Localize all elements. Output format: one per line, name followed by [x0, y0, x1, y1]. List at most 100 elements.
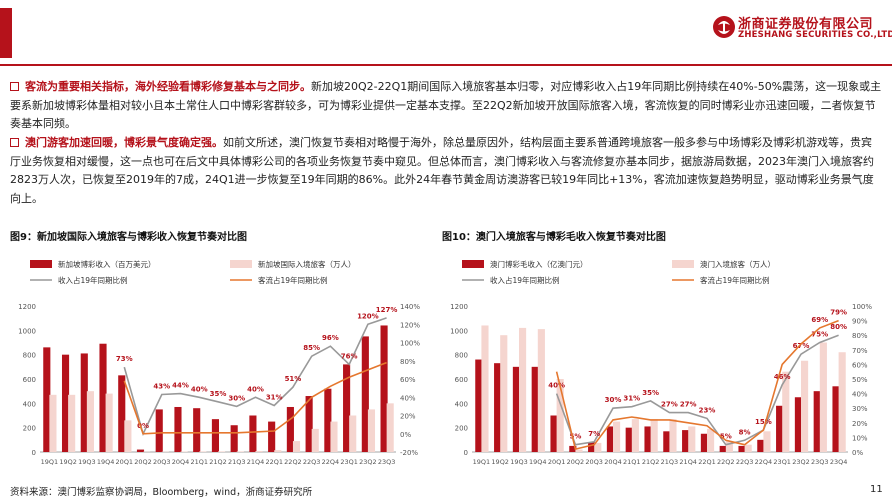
bar	[819, 342, 827, 452]
legend-swatch	[672, 260, 694, 268]
y-tick-left: 600	[23, 376, 36, 384]
x-tick: 19Q1	[41, 458, 59, 466]
bar	[707, 428, 715, 452]
x-tick: 19Q1	[473, 458, 491, 466]
x-tick: 21Q1	[623, 458, 641, 466]
series-line	[123, 317, 387, 437]
bar	[386, 403, 394, 452]
legend-label: 澳门入境旅客（万人）	[700, 259, 775, 269]
x-tick: 22Q3	[736, 458, 754, 466]
data-label: 7%	[588, 430, 600, 438]
data-label: 35%	[210, 390, 227, 398]
legend-label: 新加坡国际入境旅客（万人）	[258, 259, 356, 269]
y-tick-left: 800	[455, 352, 468, 360]
page-number: 11	[870, 484, 883, 495]
bar	[494, 363, 502, 452]
y-tick-right: 10%	[852, 434, 868, 442]
data-label: 8%	[739, 428, 751, 436]
data-label: 69%	[811, 316, 828, 324]
bar	[199, 451, 207, 452]
bar	[801, 360, 809, 452]
y-tick-left: 0	[464, 449, 468, 457]
y-tick-right: 40%	[852, 391, 868, 399]
bar	[118, 375, 126, 452]
bar	[700, 433, 708, 452]
legend-label: 客流占19年同期比例	[258, 275, 328, 285]
y-tick-left: 800	[23, 352, 36, 360]
y-tick-right: 20%	[852, 420, 868, 428]
data-label: 30%	[228, 394, 245, 402]
bar	[86, 391, 94, 452]
x-tick: 19Q2	[59, 458, 77, 466]
y-tick-right: 60%	[852, 361, 868, 369]
data-label: 40%	[548, 382, 565, 390]
x-tick: 23Q2	[792, 458, 810, 466]
y-tick-left: 200	[23, 425, 36, 433]
x-tick: 22Q1	[698, 458, 716, 466]
bullet-square-icon	[10, 138, 19, 147]
x-tick: 21Q4	[247, 458, 265, 466]
header-accent-block	[0, 8, 12, 58]
y-tick-left: 200	[455, 425, 468, 433]
company-name-en: ZHESHANG SECURITIES CO.,LTD	[738, 30, 892, 40]
bar	[682, 430, 690, 452]
y-tick-left: 400	[23, 400, 36, 408]
x-tick: 20Q1	[116, 458, 134, 466]
bar	[813, 391, 821, 452]
bar	[794, 397, 802, 452]
bar	[361, 336, 369, 452]
y-tick-left: 0	[32, 449, 36, 457]
series-line	[555, 319, 839, 451]
bar	[475, 359, 483, 452]
series-line	[123, 361, 387, 435]
data-label: 46%	[774, 373, 791, 381]
x-tick: 20Q2	[134, 458, 152, 466]
x-tick: 23Q3	[811, 458, 829, 466]
paragraph-1: 客流为重要相关指标，海外经验看博彩修复基本与之同步。新加坡20Q2-22Q1期间…	[10, 78, 882, 134]
paragraph-1-text: 新加坡20Q2-22Q1期间国际入境旅客基本归零，对应博彩收入占19年同期比例持…	[10, 80, 882, 130]
data-label: 31%	[623, 395, 640, 403]
bar	[268, 421, 276, 452]
data-label: 120%	[357, 312, 379, 320]
bar	[688, 426, 696, 452]
y-tick-right: 0%	[400, 431, 411, 439]
y-tick-right: 140%	[400, 303, 420, 311]
legend-swatch	[230, 260, 252, 268]
bar	[550, 415, 558, 452]
bar	[255, 451, 263, 452]
bar	[230, 425, 238, 452]
x-tick: 22Q2	[284, 458, 302, 466]
bar	[286, 406, 294, 452]
data-label: 31%	[266, 393, 283, 401]
y-tick-left: 1200	[18, 303, 36, 311]
x-tick: 23Q1	[340, 458, 358, 466]
data-label: 79%	[830, 309, 847, 317]
x-tick: 21Q4	[679, 458, 697, 466]
figure-10-title: 图10：澳门入境旅客与博彩毛收入恢复节奏对比图	[442, 232, 666, 243]
data-label: 96%	[322, 334, 339, 342]
bar	[49, 394, 57, 452]
bar	[644, 426, 652, 452]
x-tick: 20Q1	[548, 458, 566, 466]
y-tick-right: 100%	[400, 340, 420, 348]
data-label: 5%	[720, 433, 732, 441]
bar	[481, 325, 489, 452]
data-label: 76%	[341, 352, 358, 360]
x-tick: 22Q3	[303, 458, 321, 466]
legend-label: 收入占19年同期比例	[490, 275, 560, 285]
y-tick-right: -20%	[400, 449, 418, 457]
y-tick-right: 80%	[400, 358, 416, 366]
legend-label: 新加坡博彩收入（百万美元）	[58, 259, 156, 269]
x-tick: 21Q3	[228, 458, 246, 466]
bar	[669, 419, 677, 452]
data-label: 30%	[605, 396, 622, 404]
data-label: 44%	[172, 382, 189, 390]
bar	[519, 327, 527, 452]
bar	[569, 445, 577, 452]
data-label: 35%	[642, 389, 659, 397]
paragraph-2-highlight: 澳门游客加速回暖，博彩景气度确定强。	[25, 136, 223, 149]
x-tick: 20Q3	[153, 458, 171, 466]
bar	[663, 431, 671, 452]
bar	[631, 419, 639, 452]
bar	[61, 354, 70, 452]
